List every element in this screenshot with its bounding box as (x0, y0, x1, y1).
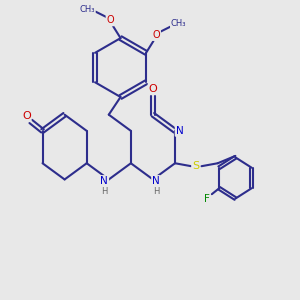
Text: CH₃: CH₃ (171, 20, 186, 28)
Text: O: O (106, 15, 114, 26)
Text: O: O (22, 111, 31, 121)
Text: O: O (148, 84, 157, 94)
Text: H: H (153, 187, 159, 196)
Text: F: F (204, 194, 210, 204)
Text: N: N (176, 126, 183, 136)
Text: N: N (152, 176, 160, 186)
Text: S: S (192, 161, 199, 171)
Text: N: N (100, 176, 108, 186)
Text: O: O (152, 30, 160, 40)
Text: CH₃: CH₃ (80, 5, 95, 14)
Text: H: H (101, 187, 107, 196)
